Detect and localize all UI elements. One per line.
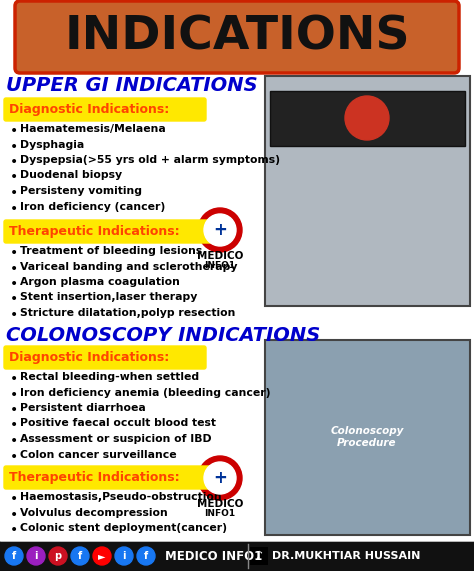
Text: Colonic stent deployment(cancer): Colonic stent deployment(cancer) (20, 523, 227, 533)
Text: •: • (10, 403, 18, 417)
Text: •: • (10, 186, 18, 200)
Text: Persisteny vomiting: Persisteny vomiting (20, 186, 142, 196)
Text: •: • (10, 155, 18, 169)
Text: MEDICO: MEDICO (197, 499, 243, 509)
Text: MEDICO: MEDICO (197, 251, 243, 261)
Text: +: + (213, 221, 227, 239)
Text: •: • (10, 171, 18, 184)
Text: Colon cancer surveillance: Colon cancer surveillance (20, 449, 177, 460)
Circle shape (27, 547, 45, 565)
Text: Stricture dilatation,polyp resection: Stricture dilatation,polyp resection (20, 308, 236, 318)
Text: Assessment or suspicion of IBD: Assessment or suspicion of IBD (20, 434, 211, 444)
Text: •: • (10, 492, 18, 506)
Text: Therapeutic Indications:: Therapeutic Indications: (9, 225, 180, 238)
Bar (0, 541, 474, 571)
Text: •: • (10, 202, 18, 215)
Text: •: • (10, 419, 18, 432)
Text: INFO1: INFO1 (204, 262, 236, 271)
Text: Duodenal biopsy: Duodenal biopsy (20, 171, 122, 180)
FancyBboxPatch shape (4, 346, 206, 369)
Circle shape (345, 96, 389, 140)
Text: Variceal banding and sclerotherapy: Variceal banding and sclerotherapy (20, 262, 237, 271)
FancyBboxPatch shape (265, 76, 470, 306)
Text: •: • (10, 434, 18, 448)
Text: p: p (55, 551, 62, 561)
Circle shape (93, 547, 111, 565)
Text: Iron deficiency anemia (bleeding cancer): Iron deficiency anemia (bleeding cancer) (20, 388, 271, 397)
FancyBboxPatch shape (4, 466, 218, 489)
Text: INFO1: INFO1 (204, 509, 236, 518)
FancyBboxPatch shape (265, 340, 470, 535)
Circle shape (137, 547, 155, 565)
Text: Treatment of bleeding lesions: Treatment of bleeding lesions (20, 246, 202, 256)
Text: •: • (10, 277, 18, 291)
Text: Stent insertion,laser therapy: Stent insertion,laser therapy (20, 292, 197, 303)
Text: Dyspepsia(>55 yrs old + alarm symptoms): Dyspepsia(>55 yrs old + alarm symptoms) (20, 155, 280, 165)
Circle shape (204, 462, 236, 494)
Text: UPPER GI INDICATIONS: UPPER GI INDICATIONS (6, 76, 258, 95)
FancyBboxPatch shape (4, 98, 206, 121)
Circle shape (198, 208, 242, 252)
Text: •: • (10, 139, 18, 154)
Text: •: • (10, 523, 18, 537)
FancyBboxPatch shape (270, 91, 465, 146)
Text: Haemostasis,Pseudo-obstruction: Haemostasis,Pseudo-obstruction (20, 492, 222, 502)
Text: i: i (34, 551, 38, 561)
Text: •: • (10, 449, 18, 464)
Text: ♪: ♪ (255, 551, 263, 561)
Circle shape (198, 456, 242, 500)
Text: +: + (213, 469, 227, 487)
Text: •: • (10, 372, 18, 386)
Text: •: • (10, 508, 18, 521)
Text: MEDICO INFO1: MEDICO INFO1 (165, 549, 262, 562)
Text: Persistent diarrhoea: Persistent diarrhoea (20, 403, 146, 413)
Text: Haematemesis/Melaena: Haematemesis/Melaena (20, 124, 166, 134)
Text: Dysphagia: Dysphagia (20, 139, 84, 150)
FancyBboxPatch shape (15, 1, 459, 73)
Text: •: • (10, 262, 18, 275)
Text: Volvulus decompression: Volvulus decompression (20, 508, 168, 517)
Circle shape (5, 547, 23, 565)
Circle shape (115, 547, 133, 565)
Circle shape (49, 547, 67, 565)
Text: •: • (10, 292, 18, 307)
Text: •: • (10, 308, 18, 322)
Text: Diagnostic Indications:: Diagnostic Indications: (9, 351, 169, 364)
Text: INDICATIONS: INDICATIONS (64, 14, 410, 59)
Text: DR.MUKHTIAR HUSSAIN: DR.MUKHTIAR HUSSAIN (272, 551, 420, 561)
Text: Iron deficiency (cancer): Iron deficiency (cancer) (20, 202, 165, 211)
Text: Therapeutic Indications:: Therapeutic Indications: (9, 471, 180, 484)
Text: Positive faecal occult blood test: Positive faecal occult blood test (20, 419, 216, 428)
Text: Rectal bleeding-when settled: Rectal bleeding-when settled (20, 372, 199, 382)
Text: COLONOSCOPY INDICATIONS: COLONOSCOPY INDICATIONS (6, 326, 320, 345)
Circle shape (204, 214, 236, 246)
Bar (250, 547, 268, 565)
Text: f: f (144, 551, 148, 561)
Text: •: • (10, 388, 18, 401)
Text: •: • (10, 124, 18, 138)
Text: f: f (78, 551, 82, 561)
Text: Argon plasma coagulation: Argon plasma coagulation (20, 277, 180, 287)
Text: Diagnostic Indications:: Diagnostic Indications: (9, 103, 169, 116)
Text: •: • (10, 246, 18, 260)
Text: ►: ► (98, 551, 106, 561)
Text: i: i (122, 551, 126, 561)
FancyBboxPatch shape (4, 220, 218, 243)
Circle shape (71, 547, 89, 565)
Text: Colonoscopy
Procedure: Colonoscopy Procedure (330, 426, 404, 448)
Text: f: f (12, 551, 16, 561)
